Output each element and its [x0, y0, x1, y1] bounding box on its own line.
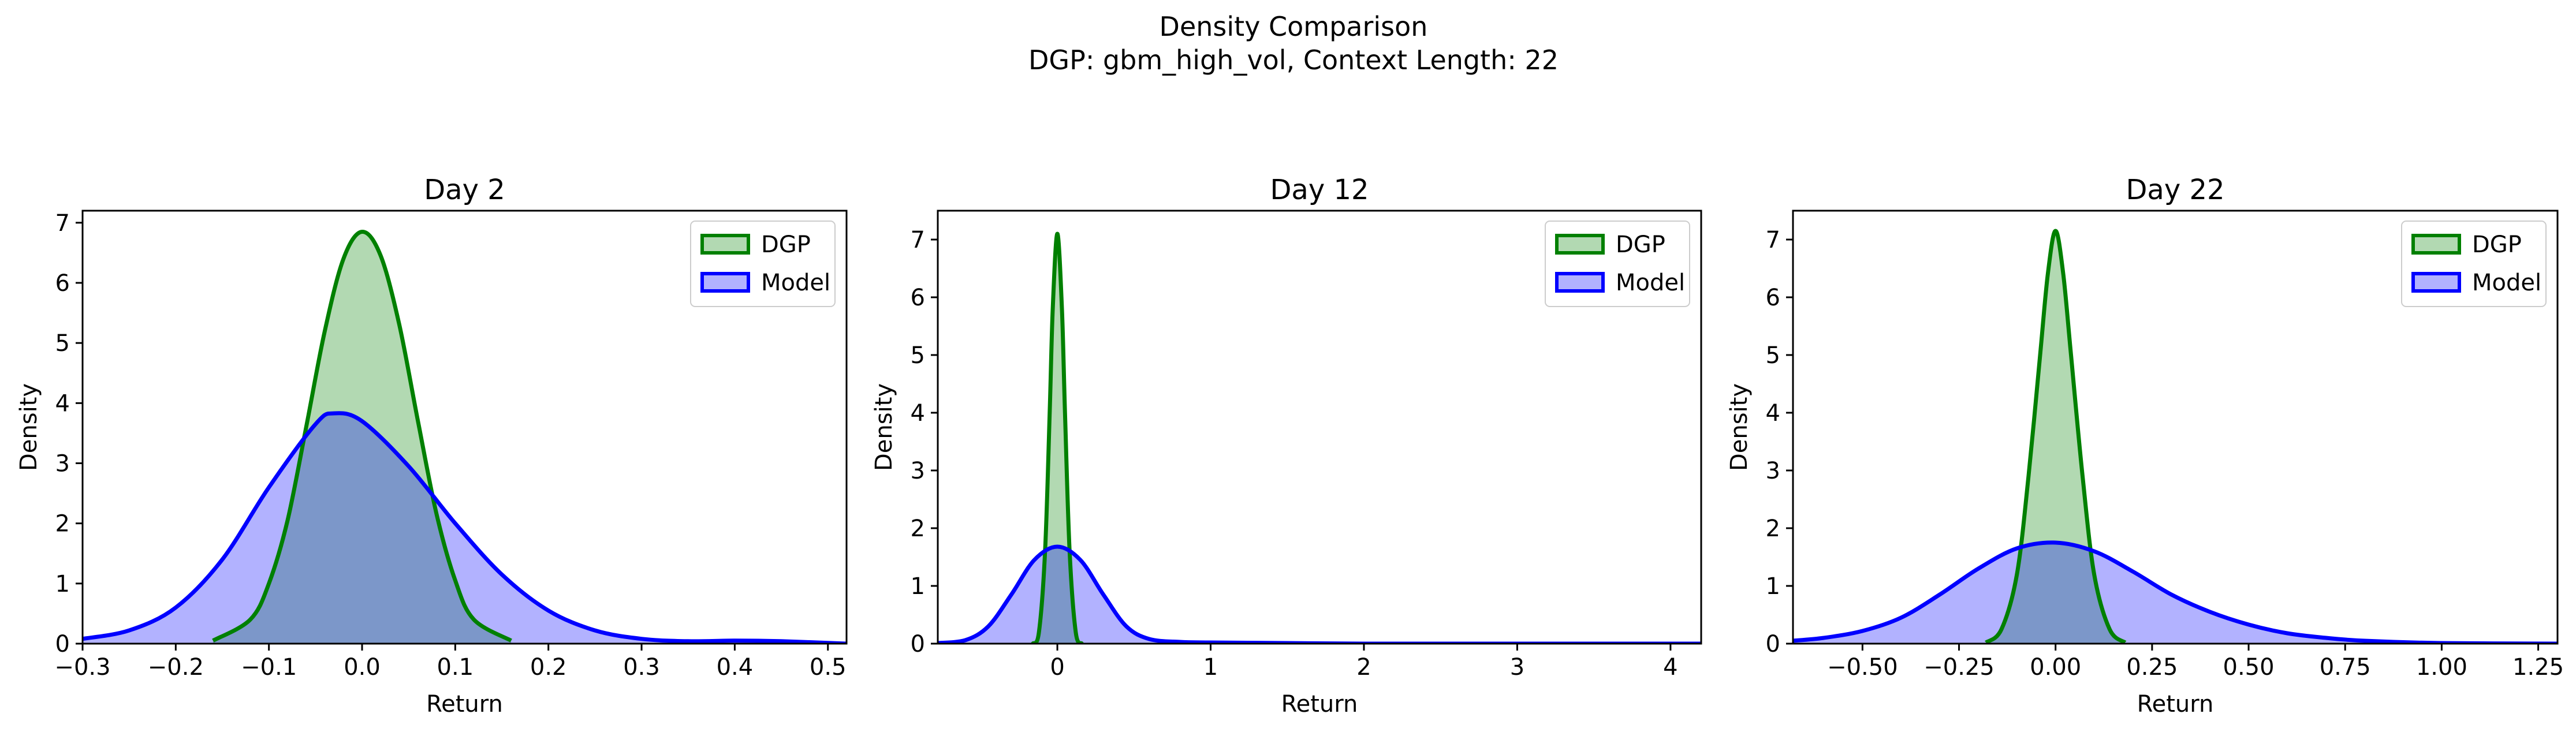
y-tick-label: 7 [55, 210, 70, 237]
legend-swatch-dgp [1555, 234, 1605, 255]
x-tick-label: 0.75 [2320, 654, 2371, 681]
series-dgp-fill [1032, 234, 1082, 644]
plot-area [938, 231, 1701, 644]
legend-swatch-model [700, 272, 750, 293]
x-tick-label: 0.4 [717, 654, 754, 681]
x-tick-label: −0.50 [1827, 654, 1898, 681]
y-tick-label: 0 [911, 631, 925, 657]
x-tick-label: −0.2 [148, 654, 204, 681]
x-tick-label: 3 [1510, 654, 1524, 681]
x-tick-label: 0.1 [437, 654, 474, 681]
legend-swatch-model [1555, 272, 1605, 293]
panel-2: 0 1 2 3 4 0 1 2 3 4 5 6 7 Return Density Day 12 DGP Model [871, 174, 1702, 718]
legend-label-model: Model [2472, 270, 2541, 296]
legend-label-model: Model [761, 270, 830, 296]
series-dgp-line [1985, 229, 2127, 644]
legend-swatch-dgp [2411, 234, 2461, 255]
y-tick-label: 5 [55, 330, 70, 357]
x-tick-label: 0.50 [2223, 654, 2275, 681]
series-model-fill [83, 413, 847, 644]
figure-title: Density Comparison [1160, 11, 1428, 42]
legend-box [690, 221, 836, 307]
y-tick-label: 6 [911, 285, 925, 311]
axes-frame [1792, 210, 2559, 645]
x-axis-label: Return [2137, 691, 2214, 718]
y-axis-label: Density [1726, 383, 1753, 471]
y-tick-label: 4 [911, 400, 925, 427]
y-axis-label: Density [16, 383, 42, 471]
legend-box [2401, 221, 2547, 307]
legend: DGP Model [2401, 221, 2547, 307]
y-tick-label: 1 [911, 573, 925, 600]
y-axis-label: Density [871, 383, 897, 471]
x-tick-label: 2 [1356, 654, 1371, 681]
y-tick-label: 2 [1766, 515, 1780, 542]
y-tick-label: 2 [911, 515, 925, 542]
series-model-line [1793, 540, 2558, 644]
x-axis-label: Return [1281, 691, 1358, 718]
series-model-fill [938, 547, 1701, 644]
y-tick-label: 3 [1766, 458, 1780, 484]
y-tick-label: 1 [55, 571, 70, 597]
y-tick-label: 3 [911, 458, 925, 484]
y-tick-label: 0 [1766, 631, 1780, 657]
axes-frame [937, 210, 1702, 645]
y-tick-label: 7 [911, 227, 925, 253]
x-tick-label: 1 [1203, 654, 1218, 681]
axes-frame [81, 210, 848, 645]
x-tick-label: −0.25 [1923, 654, 1995, 681]
figure-subtitle: DGP: gbm_high_vol, Context Length: 22 [1028, 44, 1559, 76]
x-tick-label: −0.1 [241, 654, 297, 681]
series-model-line [938, 544, 1701, 644]
panel-3: −0.50 −0.25 0.00 0.25 0.50 0.75 1.00 1.25 0 1 2 3 4 5… [1726, 174, 2564, 718]
x-tick-label: 0.3 [623, 654, 660, 681]
x-axis-label: Return [426, 691, 503, 718]
series-dgp-fill [213, 231, 512, 644]
y-tick-label: 4 [1766, 400, 1780, 427]
legend-label-dgp: DGP [2472, 231, 2522, 258]
y-tick-label: 4 [55, 390, 70, 417]
panel-title: Day 22 [2126, 174, 2224, 206]
x-tick-label: 0.2 [530, 654, 567, 681]
legend-swatch-model [2411, 272, 2461, 293]
x-tick-label: 0.0 [344, 654, 381, 681]
x-tick-label: 1.25 [2512, 654, 2564, 681]
panel-title: Day 12 [1270, 174, 1369, 206]
legend: DGP Model [690, 221, 836, 307]
legend-label-model: Model [1616, 270, 1685, 296]
panel-1: −0.3 −0.2 −0.1 0.0 0.1 0.2 0.3 0.4 0.5 0 1 2 3 4 5 6 7 Re… [16, 174, 848, 718]
x-tick-label: 0.00 [2030, 654, 2081, 681]
legend-box [1545, 221, 1690, 307]
x-tick-label: 1.00 [2416, 654, 2467, 681]
y-tick-label: 6 [1766, 285, 1780, 311]
legend-swatch-dgp [700, 234, 750, 255]
legend-label-dgp: DGP [761, 231, 811, 258]
y-tick-label: 6 [55, 270, 70, 297]
y-tick-label: 0 [55, 631, 70, 657]
legend: DGP Model [1545, 221, 1690, 307]
legend-label-dgp: DGP [1616, 231, 1665, 258]
x-tick-label: 4 [1663, 654, 1677, 681]
series-dgp-fill [1986, 231, 2126, 644]
plot-area [1793, 229, 2558, 644]
series-dgp-line [212, 230, 512, 642]
y-tick-label: 3 [55, 451, 70, 477]
x-tick-label: 0.25 [2126, 654, 2178, 681]
x-tick-label: −0.3 [54, 654, 110, 681]
plot-area [83, 230, 847, 644]
y-tick-label: 5 [911, 342, 925, 369]
y-tick-label: 1 [1766, 573, 1780, 600]
x-tick-label: 0.5 [810, 654, 847, 681]
x-tick-label: 0 [1050, 654, 1064, 681]
y-tick-label: 7 [1766, 227, 1780, 253]
y-tick-label: 5 [1766, 342, 1780, 369]
series-model-fill [1793, 542, 2558, 644]
series-model-line [83, 411, 847, 644]
y-tick-label: 2 [55, 511, 70, 537]
panel-title: Day 2 [424, 174, 505, 206]
